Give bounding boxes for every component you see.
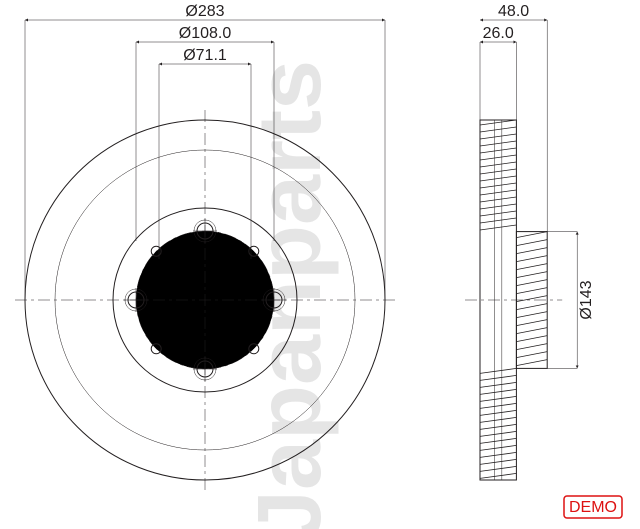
dim-outer-dia: Ø283	[185, 3, 224, 20]
dim-disc-thickness: 26.0	[483, 25, 514, 42]
dim-overall-width: 48.0	[498, 3, 529, 20]
side-view	[465, 120, 562, 480]
demo-label: DEMO	[569, 499, 617, 516]
dim-bore: Ø71.1	[183, 47, 227, 64]
demo-stamp: DEMO	[564, 496, 622, 518]
dim-hub-dia: Ø143	[578, 280, 595, 319]
dim-pcd: Ø108.0	[179, 25, 232, 42]
